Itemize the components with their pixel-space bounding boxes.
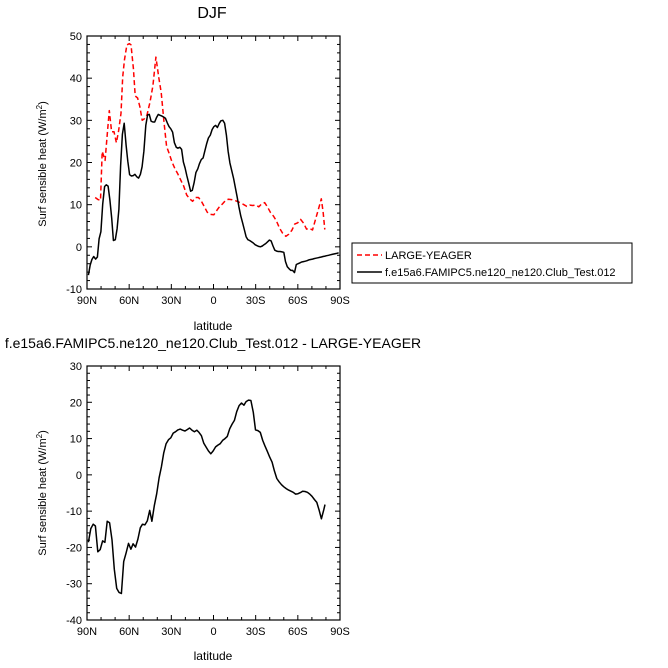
top-ytick-label: 20 (70, 158, 82, 170)
top-chart-title: DJF (197, 5, 227, 22)
top-ylabel-text: Surf sensible heat (W/m (37, 109, 49, 226)
top-series-line-0 (94, 42, 326, 238)
bottom-x-axis-label: latitude (194, 649, 233, 663)
bottom-ylabel-close: ) (37, 430, 49, 434)
top-ytick-label: -10 (66, 284, 82, 296)
top-ticks: 90N 60N 30N 0 30S 60S 90S -10 0 10 20 30 40 50 (66, 31, 350, 307)
top-ytick-label: 10 (70, 200, 82, 212)
bottom-ylabel-sup: 2 (35, 433, 44, 438)
svg-text:Surf sensible heat (W/m2): Surf sensible heat (W/m2) (35, 430, 49, 556)
bottom-xtick-label: 60N (119, 626, 139, 638)
top-series-group (87, 42, 339, 276)
legend-label-large-yeager: LARGE-YEAGER (385, 250, 472, 262)
top-xtick-label: 30S (246, 295, 266, 307)
bottom-xtick-label: 60S (288, 626, 308, 638)
bottom-ytick-label: -40 (66, 615, 82, 627)
bottom-xtick-label: 0 (210, 626, 216, 638)
bottom-ytick-label: -30 (66, 579, 82, 591)
bottom-ytick-label: -20 (66, 542, 82, 554)
top-xtick-label: 60S (288, 295, 308, 307)
top-y-axis-label: Surf sensible heat (W/m2) (35, 101, 49, 227)
top-ytick-label: 0 (76, 242, 82, 254)
svg-text:Surf sensible heat (W/m2): Surf sensible heat (W/m2) (35, 101, 49, 227)
top-xtick-label: 0 (210, 295, 216, 307)
bottom-y-axis-label: Surf sensible heat (W/m2) (35, 430, 49, 556)
top-ytick-label: 40 (70, 73, 82, 85)
top-panel: DJF Surf sensible heat (W/m2) 90N 60N 30N 0… (35, 5, 350, 333)
bottom-xtick-label: 30N (161, 626, 181, 638)
top-ytick-label: 30 (70, 115, 82, 127)
bottom-ytick-label: 10 (70, 434, 82, 446)
bottom-chart-title: f.e15a6.FAMIPC5.ne120_ne120.Club_Test.01… (5, 335, 421, 351)
bottom-xtick-label: 90S (330, 626, 350, 638)
bottom-ytick-label: 0 (76, 470, 82, 482)
bottom-ylabel-text: Surf sensible heat (W/m (37, 438, 49, 555)
top-plot-frame (86, 35, 341, 290)
bottom-xtick-label: 30S (246, 626, 266, 638)
bottom-ytick-label: 20 (70, 397, 82, 409)
top-xtick-label: 60N (119, 295, 139, 307)
bottom-xtick-label: 90N (77, 626, 97, 638)
bottom-ticks: 90N 60N 30N 0 30S 60S 90S -40 -30 -20 -10 0 10 20 30 (66, 361, 350, 638)
bottom-ytick-label: -10 (66, 506, 82, 518)
legend: LARGE-YEAGER f.e15a6.FAMIPC5.ne120_ne120… (351, 242, 633, 284)
bottom-ytick-label: 30 (70, 361, 82, 373)
legend-box (351, 242, 633, 284)
bottom-series-group (87, 399, 326, 595)
top-series-line-1 (87, 113, 339, 276)
bottom-plot-frame (86, 365, 341, 621)
top-x-axis-label: latitude (194, 319, 233, 333)
top-ylabel-sup: 2 (35, 104, 44, 109)
legend-label-club-test: f.e15a6.FAMIPC5.ne120_ne120.Club_Test.01… (385, 267, 616, 279)
top-xtick-label: 90N (77, 295, 97, 307)
bottom-series-line-0 (87, 399, 326, 595)
bottom-panel: f.e15a6.FAMIPC5.ne120_ne120.Club_Test.01… (5, 335, 421, 663)
top-xtick-label: 30N (161, 295, 181, 307)
top-xtick-label: 90S (330, 295, 350, 307)
top-ytick-label: 50 (70, 31, 82, 43)
top-ylabel-close: ) (37, 101, 49, 105)
